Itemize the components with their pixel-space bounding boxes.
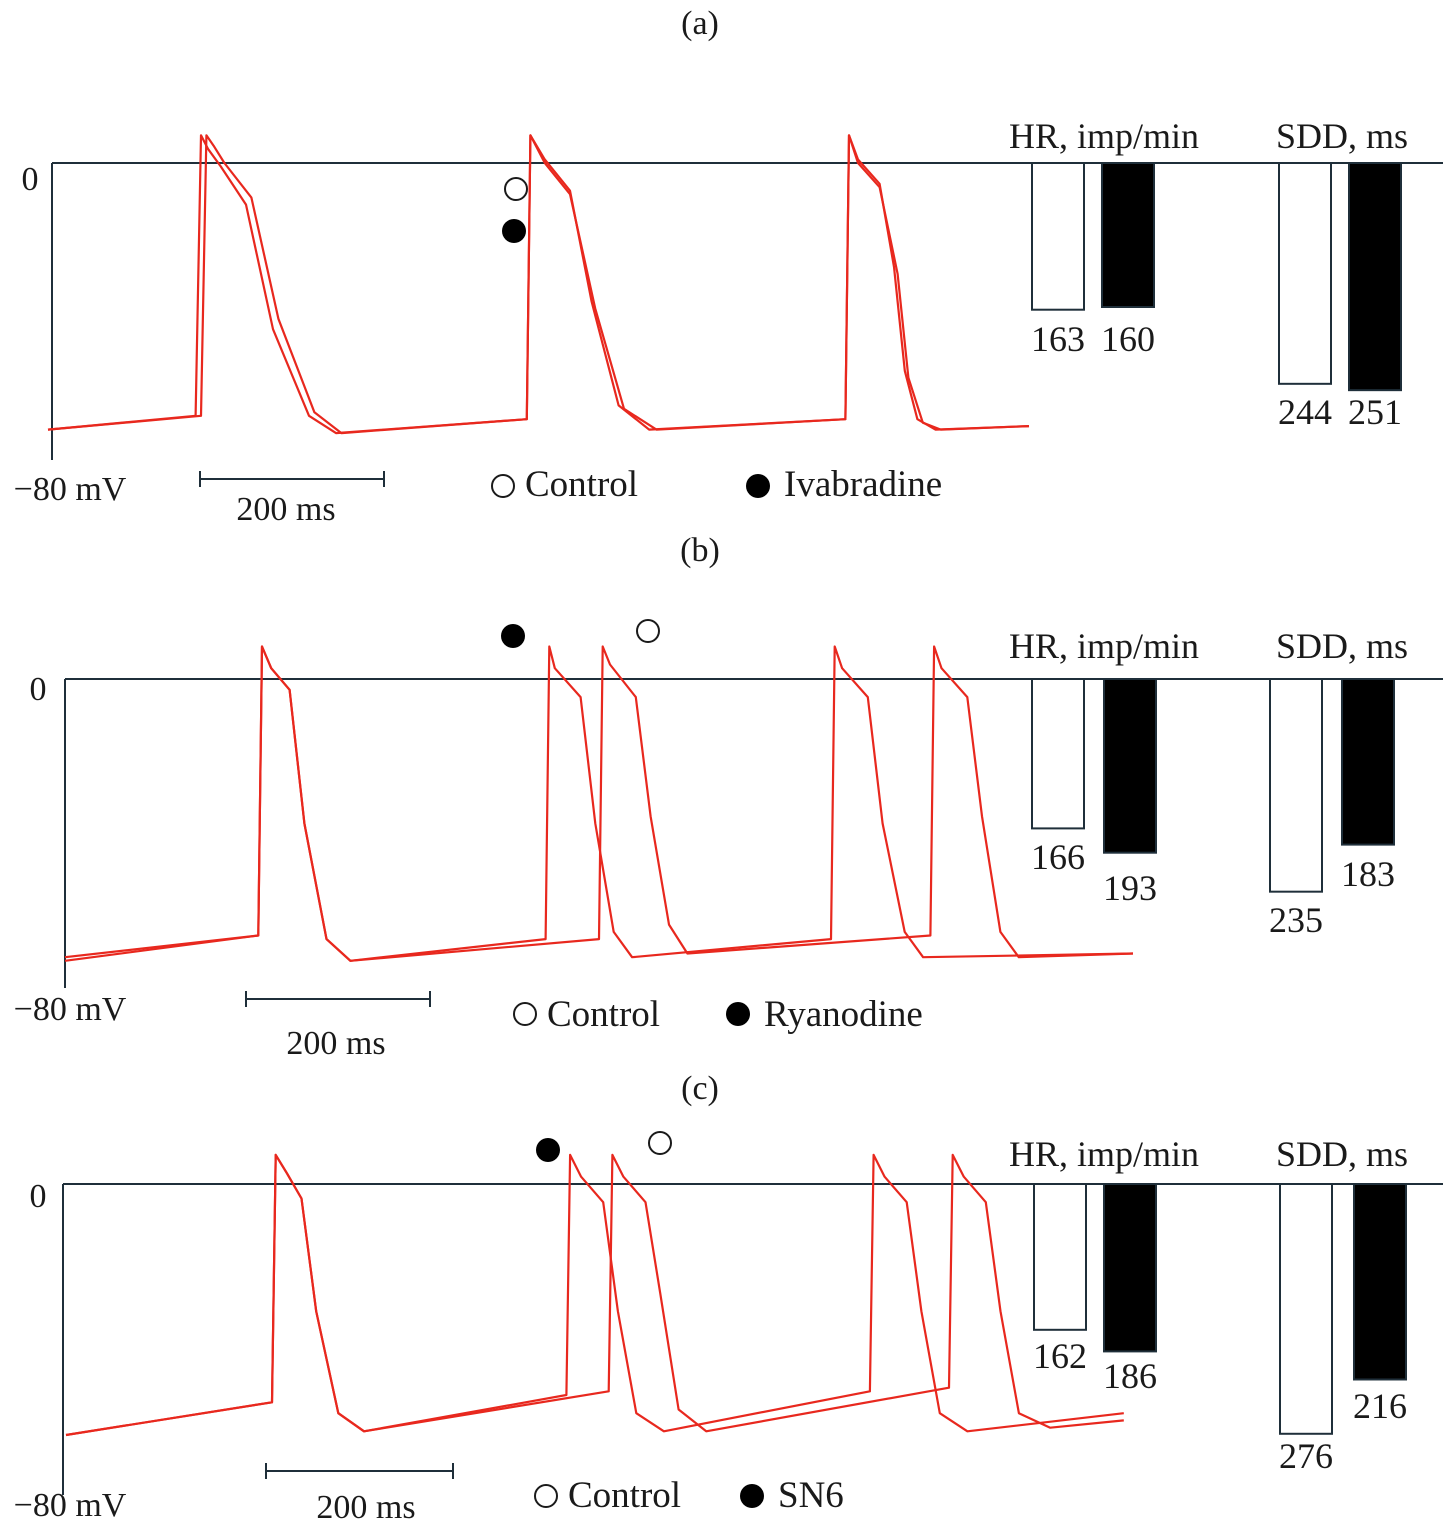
sdd-title: SDD, ms [1276, 116, 1408, 156]
hr-title: HR, imp/min [1009, 116, 1199, 156]
legend-control-icon [534, 1484, 558, 1508]
sdd-drug-bar [1341, 678, 1395, 846]
hr-title: HR, imp/min [1009, 1134, 1199, 1174]
sdd-control-bar [1279, 1183, 1333, 1435]
sdd-drug-value: 251 [1348, 392, 1402, 432]
y-zero-label: 0 [30, 671, 47, 708]
control-marker-icon [636, 619, 660, 643]
drug-marker-icon [536, 1138, 560, 1162]
sdd-drug-value: 216 [1353, 1386, 1407, 1426]
legend-control-icon [513, 1002, 537, 1026]
sdd-control-value: 276 [1279, 1436, 1333, 1476]
sdd-title: SDD, ms [1276, 1134, 1408, 1174]
legend-drug-label: SN6 [778, 1475, 844, 1516]
trace-drug [65, 1153, 1124, 1437]
legend-drug-label: Ryanodine [764, 994, 923, 1035]
drug-marker-icon [502, 219, 526, 243]
trace-drug [64, 645, 1134, 962]
y-zero-label: 0 [30, 1178, 47, 1215]
hr-control-value: 166 [1031, 837, 1085, 877]
y-min-label: −80 mV [14, 471, 127, 508]
legend-control-label: Control [547, 994, 660, 1035]
trace-drug [47, 134, 1030, 435]
scale-bar-label: 200 ms [236, 491, 335, 528]
panel-c: (c) 0 −80 mV 200 ms Control SN6 HR, imp/min SDD… [14, 1070, 1443, 1526]
legend-control-label: Control [525, 464, 638, 505]
sdd-drug-bar [1348, 162, 1402, 392]
drug-marker-icon [501, 624, 525, 648]
hr-control-value: 163 [1031, 319, 1085, 359]
legend-drug-icon [726, 1002, 750, 1026]
panel-b: (b) 0 −80 mV 200 ms Control Ryanodine HR, imp/… [14, 532, 1443, 1062]
hr-drug-value: 186 [1103, 1356, 1157, 1396]
legend-drug-icon [746, 474, 770, 498]
hr-drug-bar [1103, 678, 1157, 854]
scale-bar-label: 200 ms [286, 1025, 385, 1062]
sdd-control-bar [1278, 162, 1332, 385]
control-marker-icon [648, 1131, 672, 1155]
hr-drug-bar [1103, 1183, 1157, 1353]
hr-drug-value: 160 [1101, 319, 1155, 359]
y-min-label: −80 mV [14, 1487, 127, 1524]
control-marker-icon [504, 177, 528, 201]
trace-control [47, 134, 1030, 435]
hr-control-bar [1031, 162, 1085, 311]
hr-control-value: 162 [1033, 1336, 1087, 1376]
y-min-label: −80 mV [14, 991, 127, 1028]
panel-label: (a) [681, 5, 719, 42]
sdd-drug-value: 183 [1341, 854, 1395, 894]
panel-a: (a) 0 −80 mV 200 ms Control Ivabradine HR, imp… [14, 5, 1443, 528]
sdd-title: SDD, ms [1276, 626, 1408, 666]
hr-control-bar [1033, 1183, 1087, 1331]
trace-control [64, 645, 1134, 962]
panel-label: (c) [681, 1070, 719, 1107]
hr-control-bar [1031, 678, 1085, 830]
sdd-control-value: 244 [1278, 392, 1332, 432]
legend-drug-icon [740, 1484, 764, 1508]
scale-bar-label: 200 ms [316, 1489, 415, 1526]
hr-drug-value: 193 [1103, 868, 1157, 908]
legend-control-label: Control [568, 1475, 681, 1516]
hr-title: HR, imp/min [1009, 626, 1199, 666]
sdd-control-bar [1269, 678, 1323, 893]
legend-control-icon [491, 474, 515, 498]
hr-drug-bar [1101, 162, 1155, 308]
sdd-drug-bar [1353, 1183, 1407, 1381]
y-zero-label: 0 [22, 161, 39, 198]
legend-drug-label: Ivabradine [784, 464, 942, 505]
trace-control [65, 1153, 1124, 1437]
panel-label: (b) [680, 532, 720, 569]
sdd-control-value: 235 [1269, 900, 1323, 940]
